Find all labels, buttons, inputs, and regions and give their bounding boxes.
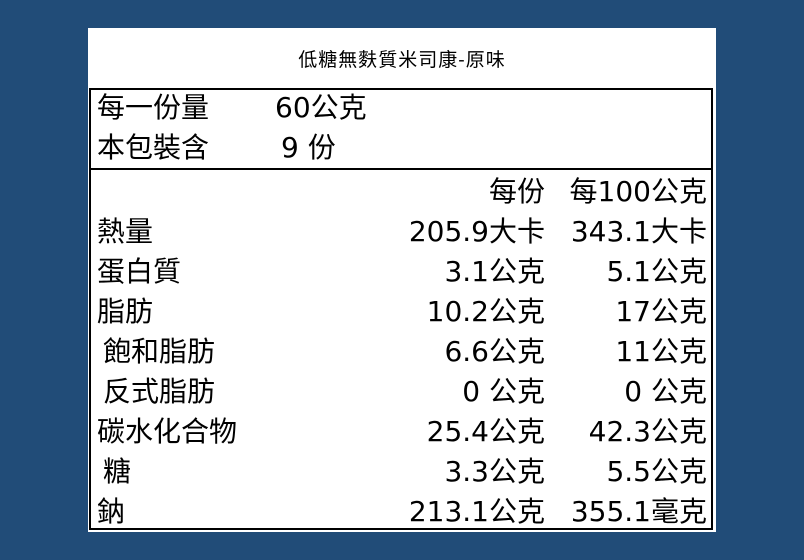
per-100g-value: 355.1毫克	[570, 495, 707, 528]
per-serving-header: 每份	[488, 175, 545, 208]
servings-per-package-label: 本包裝含	[97, 131, 210, 164]
nutrient-name: 蛋白質	[97, 255, 182, 288]
per-100g-value: 5.1公克	[606, 255, 707, 288]
nutrient-name: 鈉	[97, 495, 126, 528]
nutrient-row-sugar: 糖 3.3公克 5.5公克	[91, 452, 711, 492]
per-100g-header: 每100公克	[569, 175, 707, 208]
nutrient-name: 熱量	[97, 215, 154, 248]
per-serving-value: 0 公克	[462, 375, 545, 408]
per-serving-value: 3.3公克	[444, 455, 545, 488]
column-header-row: 每份 每100公克	[91, 172, 711, 212]
nutrient-row-trans-fat: 反式脂肪 0 公克 0 公克	[91, 372, 711, 412]
per-serving-value: 213.1公克	[408, 495, 545, 528]
nutrient-row-sodium: 鈉 213.1公克 355.1毫克	[91, 492, 711, 532]
section-divider	[91, 168, 711, 170]
nutrient-name: 糖	[103, 455, 132, 488]
nutrient-row-fat: 脂肪 10.2公克 17公克	[91, 292, 711, 332]
nutrient-row-carbohydrate: 碳水化合物 25.4公克 42.3公克	[91, 412, 711, 452]
per-100g-value: 343.1大卡	[570, 215, 707, 248]
per-serving-value: 3.1公克	[444, 255, 545, 288]
per-100g-value: 0 公克	[624, 375, 707, 408]
per-serving-value: 205.9大卡	[408, 215, 545, 248]
servings-per-package-value: 9 份	[281, 131, 336, 164]
nutrient-name: 脂肪	[97, 295, 154, 328]
serving-size-row: 每一份量 60公克	[91, 88, 711, 128]
nutrient-row-energy: 熱量 205.9大卡 343.1大卡	[91, 212, 711, 252]
per-100g-value: 5.5公克	[606, 455, 707, 488]
per-100g-value: 11公克	[615, 335, 707, 368]
per-100g-value: 17公克	[615, 295, 707, 328]
nutrient-row-protein: 蛋白質 3.1公克 5.1公克	[91, 252, 711, 292]
serving-size-value: 60公克	[275, 91, 367, 124]
nutrient-name: 飽和脂肪	[103, 335, 216, 368]
nutrition-label: 低糖無麩質米司康-原味 每一份量 60公克 本包裝含 9 份 每份 每100公克…	[88, 28, 716, 532]
product-title: 低糖無麩質米司康-原味	[298, 49, 506, 71]
per-serving-value: 6.6公克	[444, 335, 545, 368]
per-serving-value: 10.2公克	[426, 295, 545, 328]
per-100g-value: 42.3公克	[588, 415, 707, 448]
serving-size-label: 每一份量	[97, 91, 210, 124]
per-serving-value: 25.4公克	[426, 415, 545, 448]
nutrient-row-saturated-fat: 飽和脂肪 6.6公克 11公克	[91, 332, 711, 372]
nutrition-table: 每一份量 60公克 本包裝含 9 份 每份 每100公克 熱量 205.9大卡 …	[89, 88, 713, 530]
servings-per-package-row: 本包裝含 9 份	[91, 128, 711, 168]
nutrient-name: 反式脂肪	[103, 375, 216, 408]
nutrient-name: 碳水化合物	[97, 415, 238, 448]
